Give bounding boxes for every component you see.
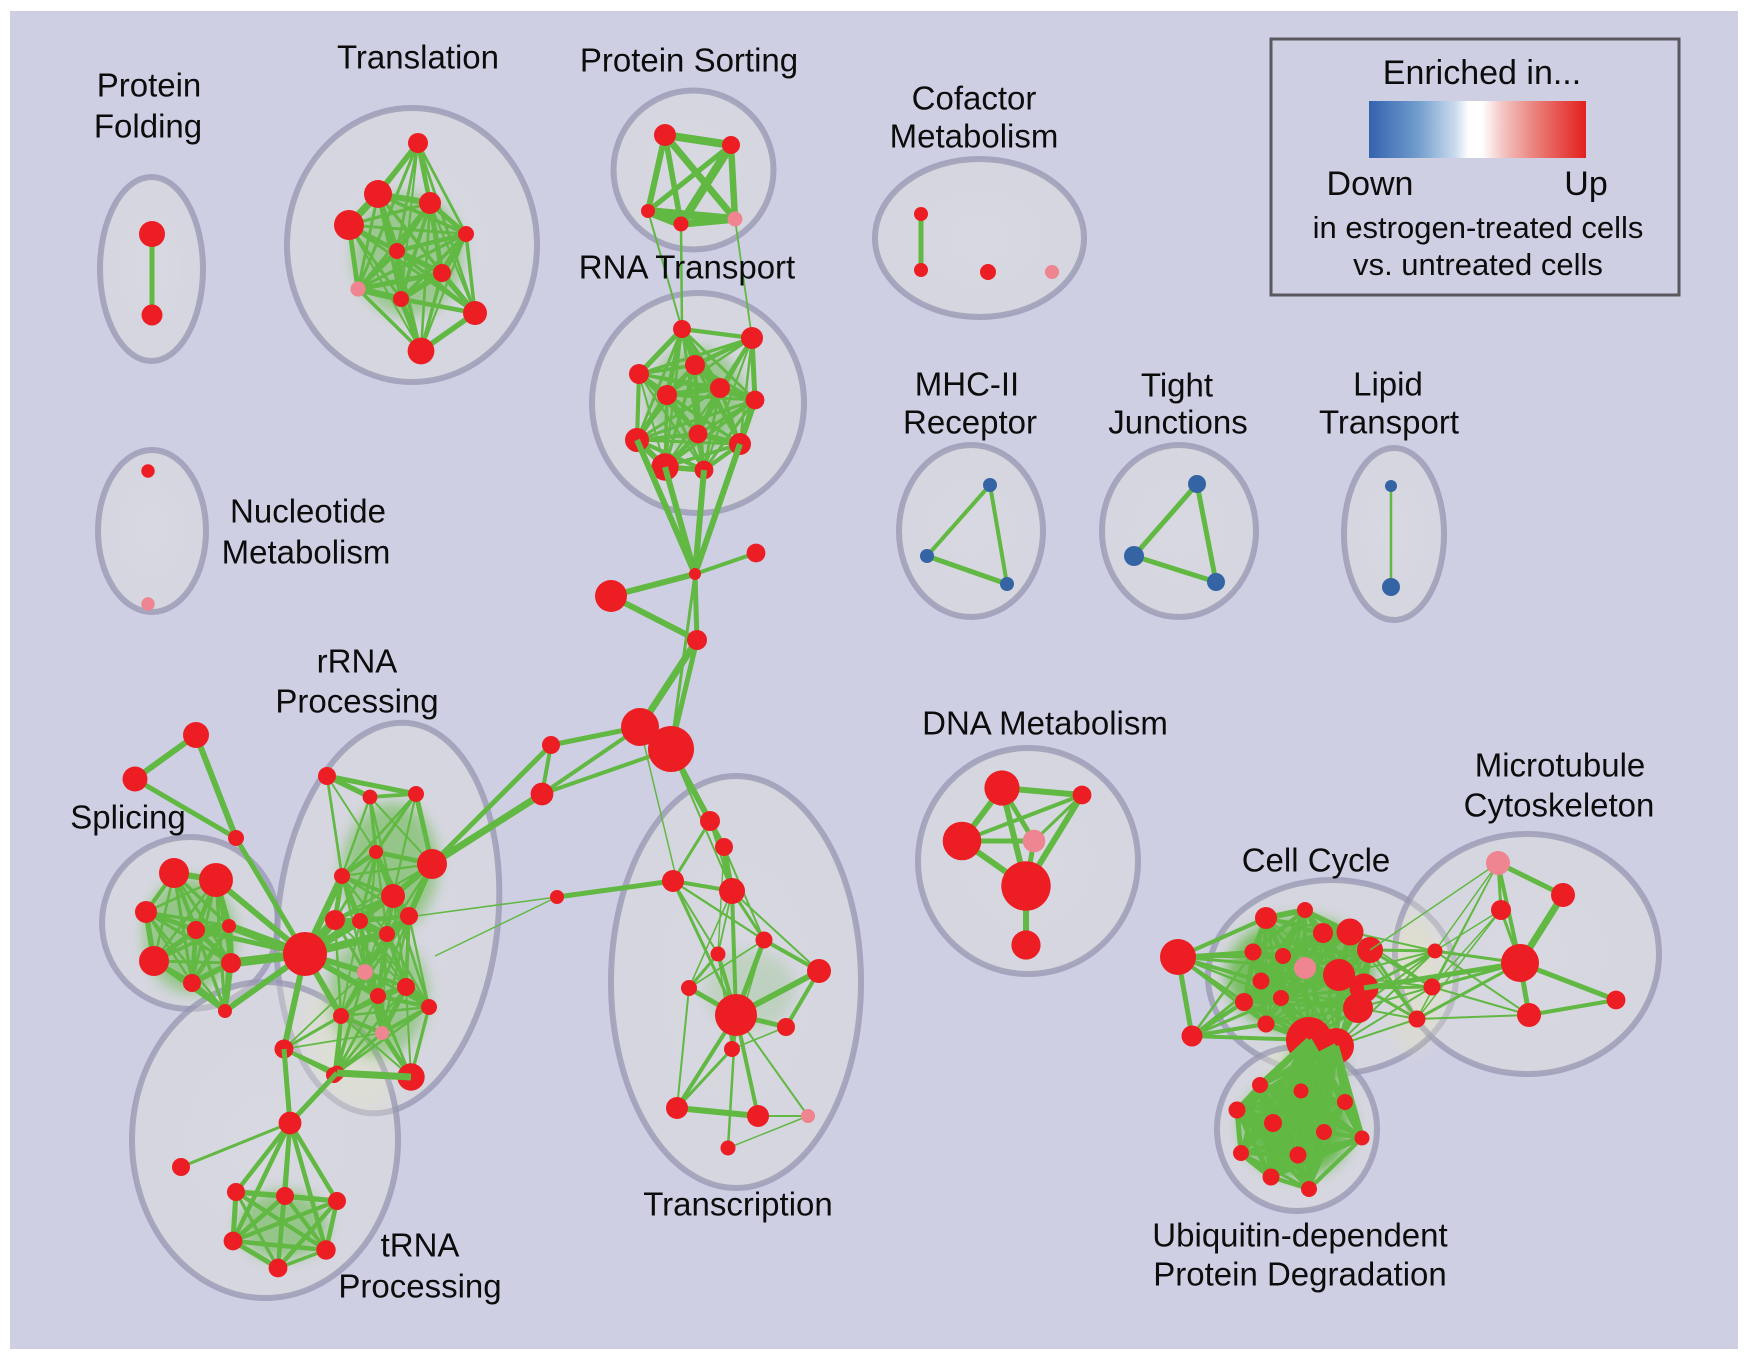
svg-text:Translation: Translation [337,39,499,76]
svg-text:Transport: Transport [1319,404,1459,441]
svg-text:rRNA: rRNA [317,643,398,680]
svg-text:Folding: Folding [94,108,202,145]
svg-text:Processing: Processing [275,683,438,720]
svg-text:RNA Transport: RNA Transport [579,249,795,286]
svg-text:Junctions: Junctions [1108,404,1247,441]
svg-text:Enriched in...: Enriched in... [1383,54,1581,92]
svg-text:Ubiquitin-dependent: Ubiquitin-dependent [1152,1217,1447,1254]
svg-text:Cytoskeleton: Cytoskeleton [1464,787,1655,824]
svg-text:Transcription: Transcription [643,1186,833,1223]
svg-text:MHC-II: MHC-II [915,366,1019,403]
svg-text:Tight: Tight [1141,367,1213,404]
svg-text:in estrogen-treated cells: in estrogen-treated cells [1313,210,1644,245]
svg-text:Processing: Processing [338,1268,501,1305]
svg-text:vs. untreated cells: vs. untreated cells [1353,247,1603,282]
svg-text:Cofactor: Cofactor [912,80,1037,117]
svg-text:Receptor: Receptor [903,404,1037,441]
svg-text:Protein Sorting: Protein Sorting [580,42,798,79]
svg-text:tRNA: tRNA [381,1227,460,1264]
svg-text:Cell Cycle: Cell Cycle [1242,842,1391,879]
svg-text:Protein Degradation: Protein Degradation [1153,1256,1447,1293]
svg-text:Up: Up [1564,165,1607,203]
svg-text:Down: Down [1327,165,1414,203]
svg-text:Lipid: Lipid [1353,366,1423,403]
svg-text:Splicing: Splicing [70,799,186,836]
svg-text:Microtubule: Microtubule [1475,747,1646,784]
svg-text:Metabolism: Metabolism [890,118,1059,155]
svg-text:Nucleotide: Nucleotide [230,493,386,530]
svg-text:DNA Metabolism: DNA Metabolism [922,705,1168,742]
svg-text:Protein: Protein [97,67,202,104]
svg-text:Metabolism: Metabolism [222,534,391,571]
